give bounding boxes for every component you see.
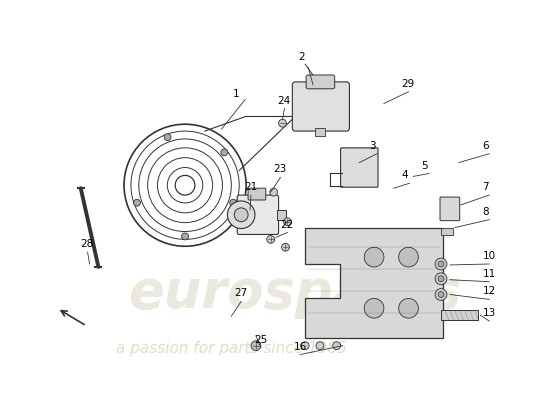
- Circle shape: [316, 342, 324, 350]
- Circle shape: [134, 199, 140, 206]
- Circle shape: [278, 119, 287, 127]
- Bar: [441, 310, 478, 320]
- Bar: [315, 128, 325, 136]
- Text: 25: 25: [254, 335, 267, 345]
- Text: a passion for parts since 1985: a passion for parts since 1985: [116, 340, 347, 356]
- Circle shape: [438, 261, 444, 267]
- Circle shape: [399, 298, 419, 318]
- Text: 7: 7: [482, 182, 489, 192]
- Text: 2: 2: [298, 52, 305, 62]
- Text: 8: 8: [482, 207, 489, 217]
- Circle shape: [251, 341, 261, 351]
- Text: 22: 22: [280, 220, 294, 230]
- Circle shape: [333, 342, 340, 350]
- Circle shape: [230, 199, 236, 206]
- Text: 11: 11: [482, 269, 496, 279]
- Circle shape: [164, 134, 171, 140]
- Circle shape: [364, 247, 384, 267]
- FancyBboxPatch shape: [440, 197, 460, 221]
- Text: 24: 24: [278, 96, 291, 106]
- Circle shape: [301, 342, 309, 350]
- Circle shape: [282, 243, 289, 251]
- Text: 16: 16: [293, 342, 306, 352]
- Bar: [441, 228, 453, 236]
- FancyBboxPatch shape: [237, 195, 278, 234]
- Text: 12: 12: [482, 286, 496, 296]
- Text: 4: 4: [402, 170, 408, 180]
- Circle shape: [227, 201, 255, 228]
- Circle shape: [270, 188, 278, 196]
- Circle shape: [234, 208, 248, 222]
- Text: 6: 6: [482, 141, 489, 151]
- Circle shape: [283, 218, 292, 226]
- Circle shape: [435, 288, 447, 300]
- Text: 27: 27: [234, 288, 248, 298]
- Circle shape: [182, 233, 189, 240]
- Text: 13: 13: [482, 308, 496, 318]
- Circle shape: [399, 247, 419, 267]
- FancyBboxPatch shape: [340, 148, 378, 187]
- Bar: [277, 210, 287, 220]
- Text: 3: 3: [369, 141, 376, 151]
- Text: 28: 28: [81, 239, 94, 249]
- Circle shape: [221, 149, 228, 156]
- Circle shape: [364, 298, 384, 318]
- Polygon shape: [305, 228, 443, 338]
- Circle shape: [435, 273, 447, 285]
- Text: 10: 10: [482, 251, 496, 261]
- Circle shape: [435, 258, 447, 270]
- Text: 1: 1: [233, 89, 240, 99]
- FancyBboxPatch shape: [306, 75, 335, 89]
- Text: 29: 29: [402, 79, 415, 89]
- Text: eurospares: eurospares: [128, 267, 461, 319]
- Circle shape: [438, 276, 444, 282]
- Circle shape: [438, 292, 444, 298]
- Text: 5: 5: [421, 160, 428, 170]
- FancyBboxPatch shape: [293, 82, 349, 131]
- FancyBboxPatch shape: [248, 188, 266, 200]
- Circle shape: [267, 236, 274, 243]
- Text: 23: 23: [274, 164, 287, 174]
- Text: 21: 21: [244, 182, 257, 192]
